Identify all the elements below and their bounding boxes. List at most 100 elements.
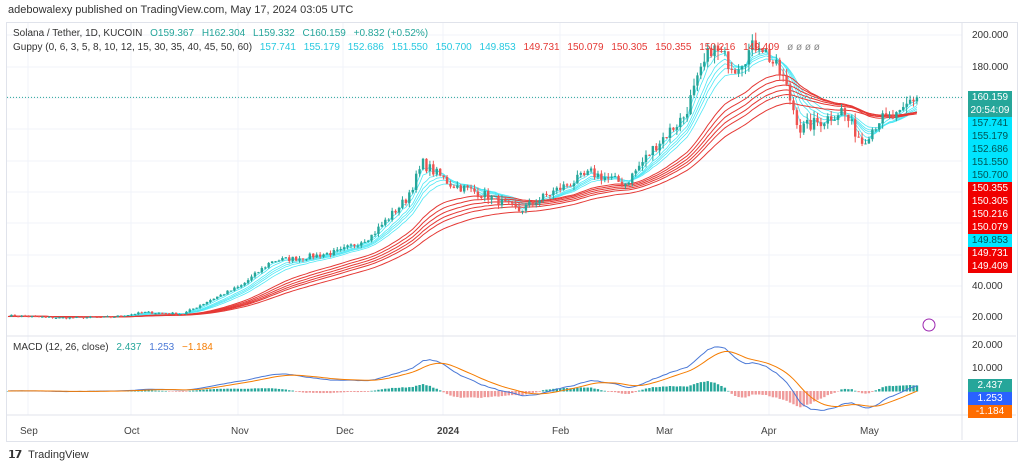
candle-body (332, 249, 336, 256)
candle-body (47, 316, 51, 318)
macd-histogram-bar (771, 391, 775, 398)
macd-histogram-bar (390, 387, 394, 392)
candle-body (442, 175, 445, 177)
guppy-value: 157.741 (259, 42, 296, 53)
macd-histogram-bar (860, 391, 864, 394)
candle-body (579, 172, 583, 175)
macd-histogram-bar (624, 391, 627, 394)
tradingview-brand[interactable]: 𝟭𝟳 TradingView (8, 448, 89, 461)
macd-histogram-bar (325, 391, 329, 393)
macd-tick: 10.000 (972, 363, 1003, 374)
candle-body (723, 51, 727, 53)
candle-body (168, 313, 171, 315)
macd-histogram-bar (627, 391, 631, 394)
candle-body (589, 168, 593, 171)
macd-histogram-bar (377, 389, 380, 392)
guppy-value: 150.305 (611, 42, 648, 53)
candle-body (140, 312, 143, 314)
macd-histogram-bar (363, 391, 366, 392)
macd-histogram-bar (253, 388, 257, 392)
price-tick: 200.000 (972, 30, 1009, 41)
candle-body (610, 176, 613, 178)
candle-body (298, 258, 301, 261)
macd-histogram-bar (490, 391, 493, 397)
guppy-legend: Guppy (0, 6, 3, 5, 8, 10, 12, 15, 30, 35… (13, 42, 825, 53)
macd-histogram-bar (521, 391, 524, 396)
macd-histogram-bar (895, 385, 898, 392)
candle-body (240, 285, 243, 287)
macd-histogram-bar (617, 391, 620, 393)
candle-body (312, 253, 315, 258)
macd-histogram-bar (366, 391, 370, 392)
macd-histogram-bar (648, 388, 651, 392)
candle-body (284, 257, 288, 259)
macd-histogram-bar (425, 385, 428, 392)
candle-body (346, 245, 349, 248)
candle-body (192, 308, 195, 310)
candle-body (775, 59, 778, 64)
candle-body (699, 66, 703, 76)
candle-body (497, 196, 500, 206)
candle-body (613, 176, 617, 178)
macd-histogram-bar (867, 391, 871, 394)
macd-histogram-bar (209, 389, 212, 392)
candle-body (92, 316, 95, 318)
macd-histogram-bar (682, 386, 685, 392)
macd-histogram-bar (840, 389, 843, 392)
macd-histogram-bar (462, 391, 466, 398)
candle-body (898, 110, 901, 113)
signal-line (7, 351, 918, 407)
macd-histogram-bar (342, 391, 346, 393)
macd-histogram-bar (154, 390, 157, 392)
candle-body (65, 317, 68, 319)
candle-body (816, 117, 819, 123)
candle-body (754, 40, 757, 51)
candle-body (658, 143, 661, 151)
candle-body (651, 146, 655, 156)
macd-histogram-bar (339, 391, 342, 393)
candle-body (538, 200, 541, 204)
macd-histogram-bar (329, 391, 332, 394)
macd-histogram-bar (274, 388, 277, 392)
macd-histogram-bar (805, 391, 809, 405)
guppy-value: 150.079 (567, 42, 604, 53)
guppy-label: Guppy (0, 6, 3, 5, 8, 10, 12, 15, 30, 35… (13, 42, 253, 53)
macd-histogram-bar (452, 391, 456, 397)
macd-histogram-bar (147, 390, 150, 392)
candle-body (126, 315, 130, 317)
candle-body (812, 117, 816, 130)
macd-histogram-bar (898, 385, 901, 392)
macd-histogram-bar (888, 385, 891, 392)
candle-body (23, 315, 27, 317)
candle-body (318, 254, 322, 257)
macd-histogram-bar (819, 391, 823, 399)
candle-body (445, 176, 449, 184)
candle-body (133, 314, 137, 316)
candle-body (493, 196, 497, 198)
macd-histogram-bar (411, 386, 414, 392)
price-tag: 152.686 (968, 143, 1012, 156)
candle-body (761, 48, 764, 53)
macd-label: MACD (12, 26, close) (13, 342, 109, 353)
macd-histogram-bar (607, 391, 610, 392)
candle-body (476, 191, 480, 198)
candle-body (737, 69, 740, 74)
guppy-empty-values: ø ø ø ø (787, 42, 820, 53)
macd-histogram-bar (514, 391, 517, 396)
candle-body (270, 261, 274, 263)
candle-body (517, 206, 521, 212)
macd-histogram-bar (414, 385, 418, 392)
candle-body (99, 317, 102, 319)
candle-body (13, 314, 17, 317)
macd-histogram-bar (202, 389, 205, 392)
published-note: adebowalexy published on TradingView.com… (8, 4, 354, 16)
symbol-title: Solana / Tether, 1D, KUCOIN (13, 28, 143, 39)
macd-histogram-bar (356, 391, 360, 393)
candle-body (164, 313, 167, 315)
candle-body (459, 185, 462, 192)
macd-histogram-bar (270, 388, 274, 392)
candle-body (565, 184, 569, 186)
candle-body (483, 190, 486, 198)
candle-body (315, 254, 318, 258)
